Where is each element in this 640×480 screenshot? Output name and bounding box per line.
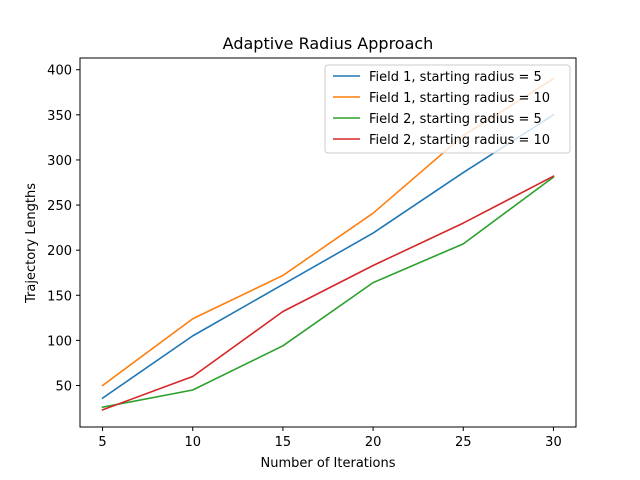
x-tick-label: 25 <box>455 435 472 450</box>
y-tick-label: 100 <box>47 334 72 349</box>
y-axis-label: Trajectory Lengths <box>24 183 39 304</box>
y-tick-label: 350 <box>47 109 72 124</box>
y-tick-label: 200 <box>47 244 72 259</box>
legend-entry-label: Field 2, starting radius = 5 <box>369 112 542 127</box>
y-tick-label: 250 <box>47 199 72 214</box>
y-tick-label: 50 <box>55 379 72 394</box>
x-tick-label: 20 <box>365 435 382 450</box>
y-tick-label: 300 <box>47 154 72 169</box>
y-axis-ticks: 50 100 150 200 250 300 350 400 <box>47 64 80 394</box>
legend-box <box>324 64 571 154</box>
legend-entry-label: Field 2, starting radius = 10 <box>369 133 550 148</box>
legend-entry-label: Field 1, starting radius = 10 <box>369 91 550 106</box>
x-tick-label: 15 <box>275 435 292 450</box>
series-line-1 <box>101 113 555 400</box>
y-tick-label: 400 <box>47 64 72 79</box>
plot-area-frame <box>79 57 577 428</box>
legend: Field 1, starting radius = 5 Field 1, sta… <box>324 64 571 154</box>
x-tick-label: 10 <box>184 435 201 450</box>
x-tick-label: 5 <box>98 435 106 450</box>
legend-entry-label: Field 1, starting radius = 5 <box>369 70 542 85</box>
x-axis-label: Number of Iterations <box>261 456 396 471</box>
x-axis-ticks: 5 10 15 20 25 30 <box>98 427 562 450</box>
series-line-3 <box>101 175 555 409</box>
chart-title: Adaptive Radius Approach <box>223 34 434 53</box>
series-line-4 <box>101 175 555 411</box>
x-tick-label: 30 <box>545 435 562 450</box>
y-tick-label: 150 <box>47 289 72 304</box>
